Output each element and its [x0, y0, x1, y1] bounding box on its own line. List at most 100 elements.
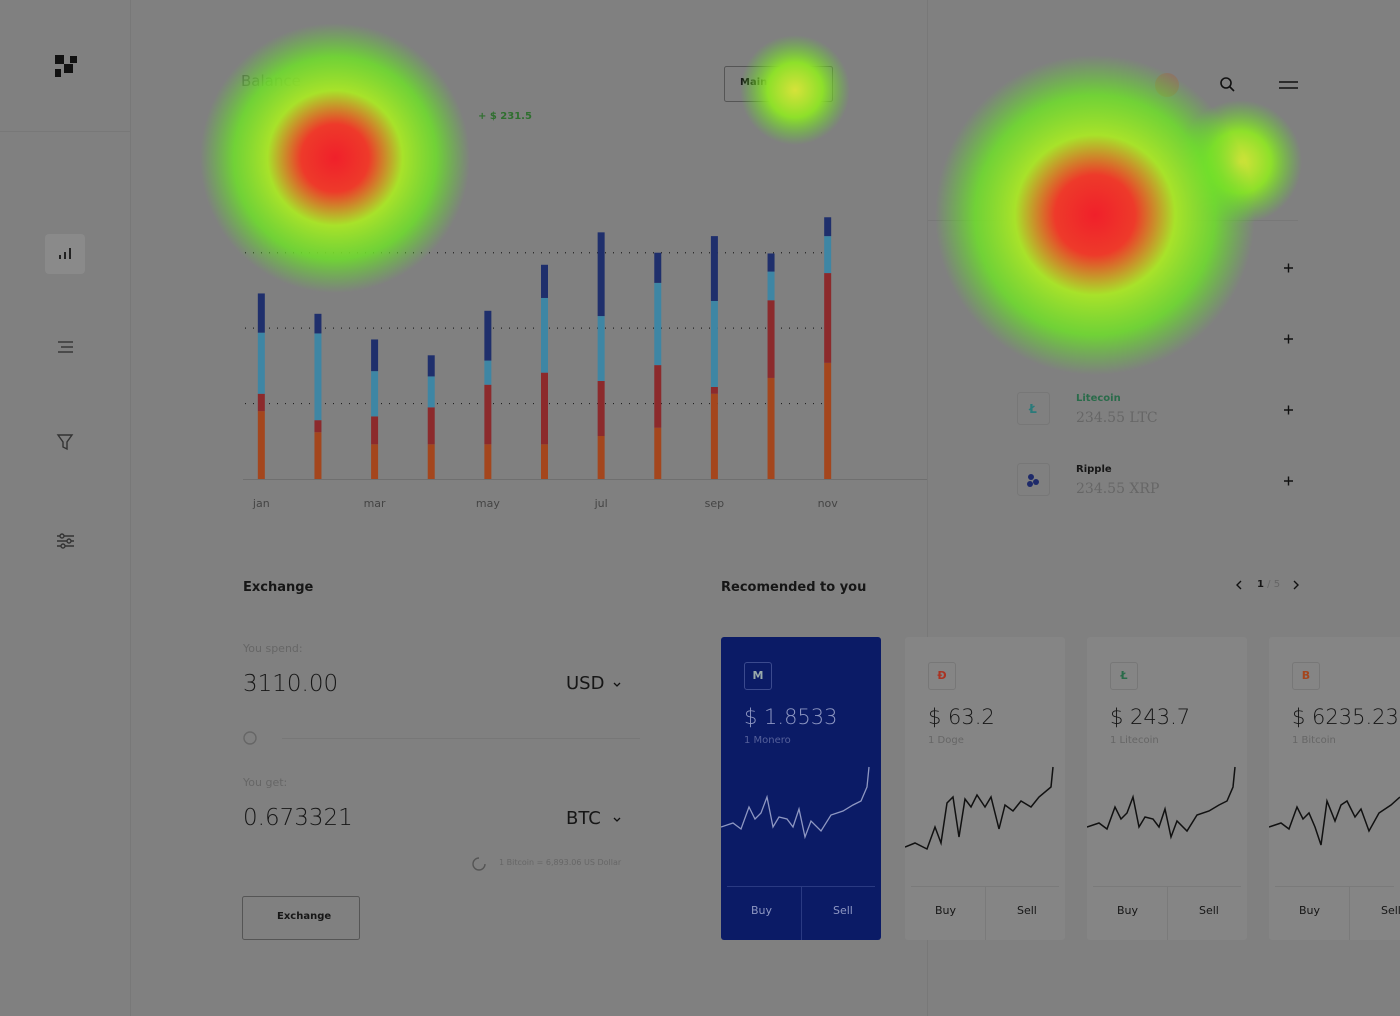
- recommended-title: Recomended to you: [721, 580, 867, 595]
- bar-segment: [824, 217, 832, 237]
- exchange-title: Exchange: [243, 580, 314, 595]
- wallet-amount: 234.55 XRP: [1076, 481, 1160, 497]
- coin-unit: 1 Monero: [744, 735, 791, 746]
- bar-segment: [597, 232, 605, 317]
- bar-segment: [541, 444, 548, 479]
- sell-button[interactable]: Sell: [1381, 904, 1400, 917]
- svg-text:Ł: Ł: [1028, 402, 1037, 416]
- pager-separator: /: [1267, 579, 1271, 590]
- get-currency[interactable]: BTC: [566, 808, 601, 829]
- bar-segment: [710, 386, 718, 394]
- bar-segment: [654, 365, 662, 428]
- bar-segment: [710, 393, 718, 479]
- nav-settings[interactable]: [57, 533, 74, 549]
- bar-segment: [767, 253, 775, 272]
- nav-list[interactable]: [58, 341, 73, 353]
- bar-segment: [767, 271, 775, 301]
- bar-segment: [314, 313, 322, 334]
- x-tick-label: mar: [364, 497, 386, 510]
- avatar[interactable]: [1155, 73, 1179, 97]
- sell-button[interactable]: Sell: [1017, 904, 1037, 917]
- get-label: You get:: [243, 776, 288, 789]
- buy-button[interactable]: Buy: [1299, 904, 1321, 917]
- add-buttons[interactable]: [1284, 263, 1293, 486]
- spend-label: You spend:: [243, 642, 303, 655]
- bar-segment: [654, 252, 662, 283]
- coin-price: $ 6235.23: [1292, 705, 1399, 729]
- bar-segment: [710, 300, 718, 387]
- bar-segment: [371, 444, 379, 479]
- x-tick-label: may: [476, 497, 500, 510]
- wallet-name: Litecoin: [1076, 393, 1121, 404]
- bar-segment: [484, 310, 492, 361]
- pager-current: 1: [1257, 579, 1264, 590]
- exchange-rate: 1 Bitcoin = 6,893.06 US Dollar: [499, 858, 622, 867]
- bar-segment: [257, 393, 265, 412]
- spend-amount[interactable]: 3110.00: [243, 671, 339, 697]
- bar-segment: [371, 371, 379, 417]
- bar-segment: [314, 432, 322, 479]
- wallet-amount: 234.55 LTC: [1076, 410, 1158, 426]
- get-amount[interactable]: 0.673321: [243, 805, 353, 831]
- coin-unit: 1 Litecoin: [1110, 735, 1159, 746]
- balance-chart: jan mar may jul sep nov: [243, 217, 927, 510]
- bar-segment: [541, 297, 548, 373]
- x-tick-label: jul: [594, 497, 608, 510]
- sell-button[interactable]: Sell: [1199, 904, 1219, 917]
- bar-segment: [427, 355, 435, 377]
- coin-unit: 1 Bitcoin: [1292, 735, 1336, 746]
- coin-card[interactable]: Ł $ 243.7 1 Litecoin Buy Sell: [1087, 637, 1247, 940]
- exchange-button[interactable]: [242, 896, 360, 940]
- bar-segment: [427, 444, 435, 479]
- bar-segment: [427, 376, 435, 408]
- bar-segment: [597, 380, 605, 437]
- pager: 1 / 5: [1257, 579, 1280, 590]
- coin-card[interactable]: M $ 1.8533 1 Monero Buy Sell: [721, 637, 881, 940]
- bar-segment: [824, 273, 832, 363]
- bar-segment: [654, 427, 662, 479]
- bar-segment: [257, 332, 265, 394]
- bar-segment: [484, 384, 492, 445]
- bar-segment: [824, 362, 832, 479]
- bar-segment: [767, 300, 775, 378]
- menu-icon[interactable]: [1279, 81, 1298, 89]
- balance-label: Balance: [241, 72, 301, 90]
- pager-arrows[interactable]: [1236, 580, 1299, 590]
- coin-card[interactable]: B $ 6235.23 1 Bitcoin Buy Sell: [1269, 637, 1400, 940]
- search-icon[interactable]: [1220, 77, 1232, 89]
- coin-price: $ 63.2: [928, 705, 995, 729]
- coin-card[interactable]: Đ $ 63.2 1 Doge Buy Sell: [905, 637, 1065, 940]
- coin-price: $ 1.8533: [744, 705, 838, 729]
- wallet-name: Ripple: [1076, 464, 1112, 475]
- swap-icon[interactable]: [243, 731, 257, 745]
- bar-segment: [427, 407, 435, 445]
- x-tick-label: jan: [252, 497, 270, 510]
- bar-segment: [541, 264, 548, 298]
- x-tick-label: sep: [705, 497, 724, 510]
- bar-segment: [597, 316, 605, 381]
- bar-segment: [314, 333, 322, 421]
- bar-segment: [484, 444, 492, 479]
- buy-button[interactable]: Buy: [751, 904, 773, 917]
- bar-segment: [597, 436, 605, 479]
- bar-segment: [484, 360, 492, 385]
- coin-price: $ 243.7: [1110, 705, 1191, 729]
- bar-segment: [257, 293, 265, 333]
- logo: [55, 55, 77, 77]
- spend-currency[interactable]: USD: [566, 673, 605, 694]
- buy-button[interactable]: Buy: [1117, 904, 1139, 917]
- bar-segment: [541, 372, 548, 445]
- bar-segment: [314, 420, 322, 433]
- balance-change: + $ 231.5: [478, 111, 532, 122]
- buy-button[interactable]: Buy: [935, 904, 957, 917]
- bar-segment: [824, 236, 832, 274]
- exchange-button-label[interactable]: Exchange: [277, 911, 332, 922]
- nav-filter[interactable]: [56, 434, 74, 451]
- bar-segment: [654, 282, 662, 366]
- bar-segment: [371, 416, 379, 445]
- bar-segment: [371, 339, 379, 372]
- sell-button[interactable]: Sell: [833, 904, 853, 917]
- account-button-label[interactable]: Main: [740, 77, 768, 88]
- pager-total: 5: [1273, 579, 1281, 590]
